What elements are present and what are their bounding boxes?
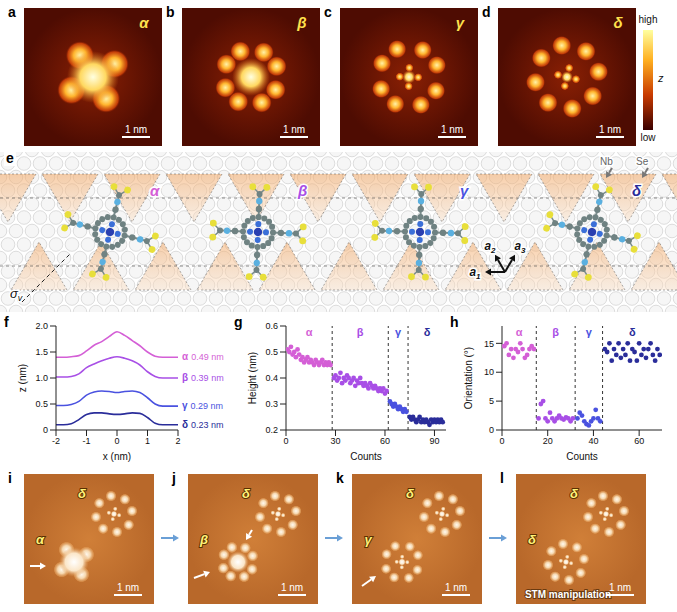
svg-text:δ0.23 nm: δ0.23 nm (182, 419, 224, 430)
svg-text:a2: a2 (484, 239, 496, 255)
svg-text:Counts: Counts (566, 451, 598, 462)
html-text:j: j (172, 470, 176, 486)
svg-text:Orientation (°): Orientation (°) (463, 347, 474, 409)
html-text:e: e (6, 150, 14, 166)
svg-text:α: α (36, 532, 45, 547)
svg-text:1 nm: 1 nm (609, 582, 631, 593)
svg-text:x (nm): x (nm) (103, 451, 131, 462)
svg-text:δ: δ (570, 486, 578, 501)
svg-text:β: β (296, 14, 306, 31)
svg-text:γ0.29 nm: γ0.29 nm (182, 400, 223, 411)
svg-text:δ: δ (242, 486, 250, 501)
html-text:i: i (8, 470, 12, 486)
svg-text:α: α (516, 326, 523, 338)
svg-text:1.0: 1.0 (35, 373, 48, 383)
svg-text:α: α (139, 14, 149, 31)
svg-text:β: β (297, 182, 307, 199)
svg-text:-2: -2 (52, 436, 60, 446)
html-text:low: low (640, 132, 656, 143)
svg-text:β0.39 nm: β0.39 nm (182, 372, 224, 383)
svg-text:Nb: Nb (600, 156, 613, 167)
html-text:a: a (8, 4, 16, 20)
svg-text:γ: γ (586, 326, 593, 338)
svg-text:δ: δ (406, 486, 414, 501)
svg-text:Counts: Counts (350, 451, 382, 462)
svg-text:Se: Se (636, 156, 649, 167)
svg-text:5: 5 (489, 396, 494, 406)
svg-text:1 nm: 1 nm (445, 582, 467, 593)
svg-text:a3: a3 (514, 239, 526, 255)
svg-text:γ: γ (456, 14, 466, 31)
html-text:d: d (482, 4, 491, 20)
svg-text:0: 0 (283, 436, 288, 446)
svg-text:γ: γ (364, 532, 372, 547)
svg-text:10: 10 (484, 367, 494, 377)
svg-text:1 nm: 1 nm (125, 124, 147, 135)
html-text:b: b (166, 4, 175, 20)
html-text:c: c (324, 4, 332, 20)
svg-text:α0.49 nm: α0.49 nm (182, 351, 224, 362)
svg-text:40: 40 (588, 436, 598, 446)
svg-text:1: 1 (145, 436, 150, 446)
svg-text:δ: δ (632, 182, 642, 199)
svg-text:δ: δ (613, 14, 623, 31)
svg-text:1 nm: 1 nm (283, 124, 305, 135)
svg-text:0: 0 (489, 425, 494, 435)
svg-text:60: 60 (380, 436, 390, 446)
svg-text:1 nm: 1 nm (599, 124, 621, 135)
html-text:z: z (658, 72, 664, 84)
svg-text:0.4: 0.4 (265, 373, 278, 383)
svg-text:0.5: 0.5 (265, 347, 278, 357)
svg-text:0.2: 0.2 (265, 425, 278, 435)
svg-text:1.5: 1.5 (35, 347, 48, 357)
svg-text:z (nm): z (nm) (17, 364, 28, 392)
svg-text:90: 90 (429, 436, 439, 446)
html-text:f: f (4, 314, 9, 330)
svg-text:δ: δ (78, 486, 86, 501)
svg-text:a1: a1 (469, 265, 481, 281)
svg-text:1 nm: 1 nm (117, 582, 139, 593)
svg-text:2: 2 (175, 436, 180, 446)
svg-text:0: 0 (499, 436, 504, 446)
svg-text:γ: γ (460, 182, 470, 199)
svg-text:20: 20 (543, 436, 553, 446)
html-text:k: k (336, 470, 344, 486)
svg-text:β: β (199, 532, 208, 547)
html-text:high: high (638, 14, 658, 25)
svg-text:0.6: 0.6 (265, 321, 278, 331)
svg-text:γ: γ (395, 326, 402, 338)
html-text:l: l (500, 470, 504, 486)
svg-text:δ: δ (424, 326, 431, 338)
svg-text:STM manipulation: STM manipulation (525, 589, 611, 600)
html-text:g: g (234, 314, 243, 330)
svg-text:0.5: 0.5 (35, 399, 48, 409)
svg-text:β: β (552, 326, 559, 338)
svg-text:60: 60 (634, 436, 644, 446)
svg-text:δ: δ (528, 532, 536, 547)
svg-text:0: 0 (43, 425, 48, 435)
svg-text:30: 30 (330, 436, 340, 446)
html-text:h: h (450, 314, 459, 330)
svg-text:δ: δ (629, 326, 636, 338)
svg-text:β: β (357, 326, 364, 338)
svg-text:α: α (306, 326, 313, 338)
svg-text:15: 15 (484, 339, 494, 349)
svg-text:0.3: 0.3 (265, 399, 278, 409)
svg-text:α: α (150, 182, 160, 199)
svg-text:2.0: 2.0 (35, 321, 48, 331)
svg-text:Height (nm): Height (nm) (247, 352, 258, 404)
svg-text:σv: σv (10, 286, 23, 303)
svg-text:1 nm: 1 nm (441, 124, 463, 135)
svg-text:0: 0 (114, 436, 119, 446)
svg-text:1 nm: 1 nm (281, 582, 303, 593)
svg-text:-1: -1 (82, 436, 90, 446)
